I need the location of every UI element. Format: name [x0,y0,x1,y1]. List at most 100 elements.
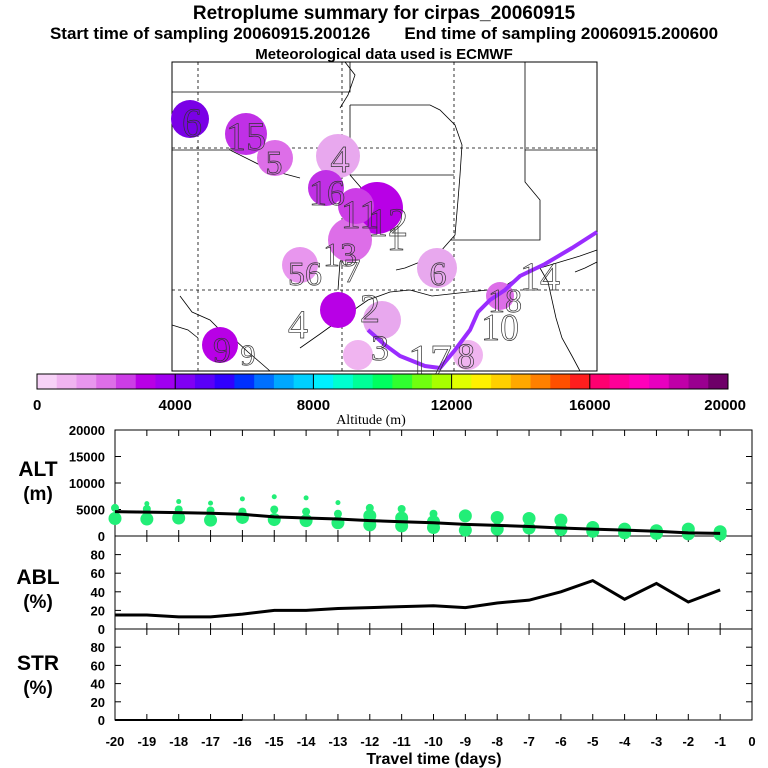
colorbar-cell [530,374,551,389]
plume-cluster-blob [257,140,293,176]
y-tick-label: 60 [91,658,105,673]
plume-clusters [171,100,514,370]
plume-cluster-blob [316,134,360,178]
str-panel-frame [114,628,753,721]
x-tick-label: -10 [424,734,443,749]
alt-cluster-point [208,500,214,506]
colorbar-cell [135,374,156,389]
plume-day-label: 11 [341,192,380,237]
plume-cluster-blob [202,327,238,363]
plume-day-label: 6 [182,100,202,145]
plume-day-label: 1 [387,218,405,258]
x-tick-label: -1 [714,734,726,749]
y-tick-label: 15000 [69,450,105,465]
plume-day-label: 9 [213,330,231,370]
colorbar-cell [392,374,413,389]
x-tick-label: -14 [297,734,317,749]
x-tick-label: -13 [329,734,348,749]
y-tick-label: 20 [91,603,105,618]
alt-cluster-point [335,500,341,506]
alt-cluster-point [271,494,277,500]
abl-label-unit: (%) [23,592,53,613]
colorbar-tick-label: 16000 [569,397,611,414]
alt-label-unit: (m) [23,484,53,505]
plume-cluster-blob [417,248,457,288]
alt-cluster-point [618,526,632,540]
alt-cluster-point [490,510,504,524]
plume-day-label: 4 [331,139,350,181]
x-axis-label: Travel time (days) [366,751,501,768]
time-series-panels: -20 -19 -18 -17 -16 -15 -14 -13 -12 -11 -10 -9 -8 -7-… [16,423,755,768]
plume-cluster-blob [328,218,372,262]
x-tick-label: -12 [360,734,379,749]
plume-cluster-blob [320,292,356,328]
x-tick-label: -9 [460,734,472,749]
colorbar-cell [491,374,512,389]
alt-cluster-point [176,499,182,505]
alt-label-top: ALT [18,458,57,481]
x-tick-label: -18 [169,734,188,749]
colorbar-tick-label: 4000 [159,397,192,414]
alt-cluster-point [522,512,536,526]
alt-cluster-point [267,513,281,527]
map-grid [172,62,597,371]
plume-day-label: 3 [371,328,389,368]
x-tick-label: -16 [233,734,252,749]
str-label-top: STR [17,652,59,675]
colorbar-cell [471,374,492,389]
plume-day-label: 16 [309,173,345,213]
met-data-label: Meteorological data used is ECMWF [255,46,513,63]
alt-cluster-points [108,494,727,541]
x-tick-label: -8 [491,734,503,749]
alt-cluster-point [713,527,727,541]
alt-cluster-point [140,512,154,526]
colorbar-tick-label: 0 [33,397,41,414]
y-tick-label: 20000 [69,423,105,438]
colorbar-cell [550,374,571,389]
y-tick-label: 0 [98,622,105,637]
x-tick-label: -11 [393,734,411,749]
alt-cluster-point [204,513,218,527]
x-tick-label: -6 [555,734,567,749]
plume-day-label: 8 [457,336,475,376]
alt-cluster-point [333,509,342,518]
y-tick-label: 5000 [76,503,105,518]
y-tick-label: 20 [91,695,105,710]
colorbar-cell [194,374,216,389]
colorbar-cell [234,374,255,389]
alt-cluster-point [397,504,406,513]
x-tick-label: -7 [523,734,535,749]
y-tick-label: 80 [91,640,105,655]
colorbar-tick-label: 12000 [431,397,473,414]
colorbar-cell [589,374,611,389]
plume-day-label: 12 [368,200,408,245]
plume-day-label: 7 [344,253,361,290]
alt-cluster-point [111,503,119,512]
alt-cluster-point [299,514,313,528]
x-tick-label: 0 [748,734,755,749]
colorbar-cell [96,374,117,389]
colorbar-cell [293,374,314,389]
plume-cluster-blob [453,340,483,370]
x-tick-label: -19 [137,734,156,749]
alt-cluster-point [586,524,600,538]
plume-cluster-blob [225,113,267,155]
x-tick-label: -3 [651,734,663,749]
colorbar-cell [570,374,591,389]
colorbar-cell [56,374,77,389]
x-tick-label: -4 [619,734,631,749]
colorbar-cell [649,374,670,389]
plume-cluster-blob [308,170,344,206]
plume-day-label: 10 [481,307,519,349]
alt-mean-line [114,510,721,535]
colorbar-cell [115,374,137,389]
y-tick-label: 80 [91,548,105,563]
colorbar-cell [451,374,472,389]
colorbar-cell [708,374,729,389]
colorbar-cell [629,374,650,389]
plume-cluster-blob [363,301,401,339]
plume-cluster-blob [282,247,318,283]
plume-day-label: 13 [323,237,357,274]
